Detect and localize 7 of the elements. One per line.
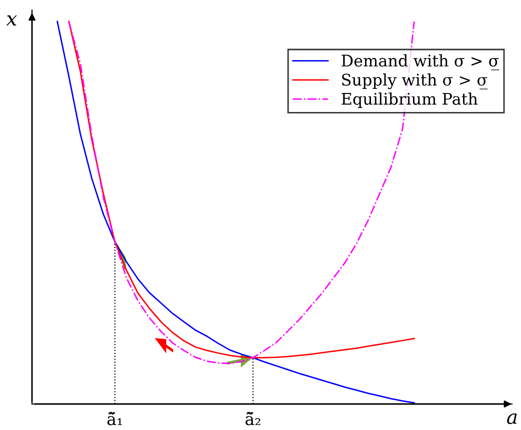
x-tick-label: ã̃₂ bbox=[246, 412, 260, 426]
legend-label: Supply with σ > σ̲ bbox=[342, 73, 488, 90]
x-tick-label: ã̃₁ bbox=[107, 412, 122, 426]
legend-label: Demand with σ > σ̲ bbox=[342, 54, 500, 70]
legend-label: Equilibrium Path bbox=[342, 92, 478, 108]
x-axis-title: a bbox=[507, 413, 517, 424]
y-axis-title: x bbox=[6, 15, 17, 26]
